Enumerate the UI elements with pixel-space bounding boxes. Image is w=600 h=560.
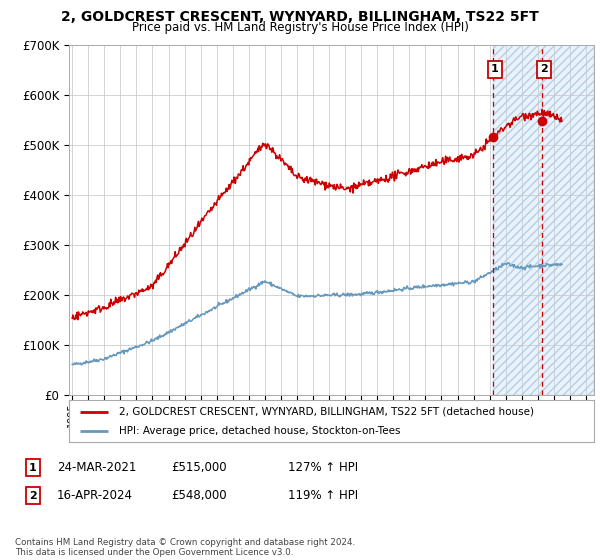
Text: 1: 1 [29,463,37,473]
Bar [493,45,594,395]
Text: 127% ↑ HPI: 127% ↑ HPI [288,461,358,474]
Text: 24-MAR-2021: 24-MAR-2021 [57,461,136,474]
Text: 2, GOLDCREST CRESCENT, WYNYARD, BILLINGHAM, TS22 5FT (detached house): 2, GOLDCREST CRESCENT, WYNYARD, BILLINGH… [119,407,534,417]
Text: HPI: Average price, detached house, Stockton-on-Tees: HPI: Average price, detached house, Stoc… [119,426,400,436]
Text: 2, GOLDCREST CRESCENT, WYNYARD, BILLINGHAM, TS22 5FT: 2, GOLDCREST CRESCENT, WYNYARD, BILLINGH… [61,10,539,24]
Text: Contains HM Land Registry data © Crown copyright and database right 2024.
This d: Contains HM Land Registry data © Crown c… [15,538,355,557]
Text: 1: 1 [491,64,499,74]
Text: 2: 2 [540,64,548,74]
Text: £515,000: £515,000 [171,461,227,474]
Bar [493,45,594,395]
Text: Price paid vs. HM Land Registry's House Price Index (HPI): Price paid vs. HM Land Registry's House … [131,21,469,34]
Text: £548,000: £548,000 [171,489,227,502]
Text: 16-APR-2024: 16-APR-2024 [57,489,133,502]
Text: 2: 2 [29,491,37,501]
Text: 119% ↑ HPI: 119% ↑ HPI [288,489,358,502]
